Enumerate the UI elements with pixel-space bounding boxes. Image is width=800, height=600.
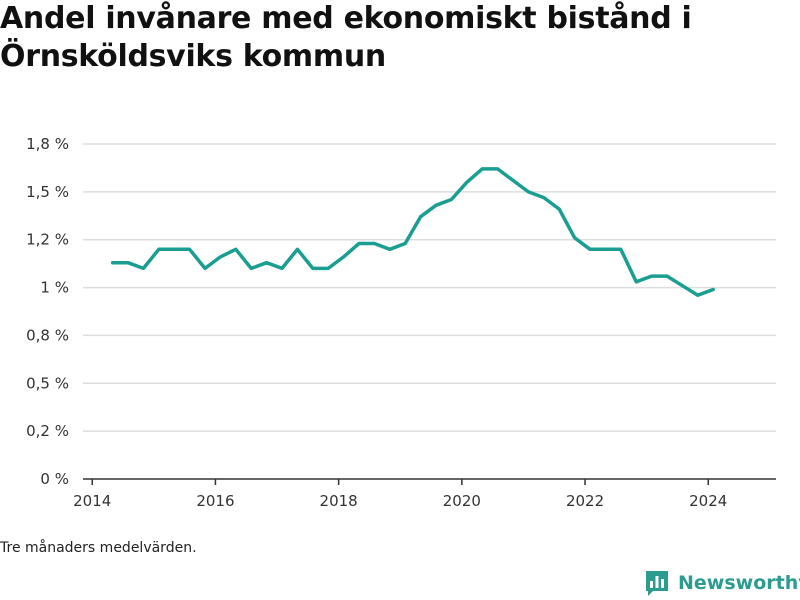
x-axis: 2014 2016 2018 2020 2022 2024 — [73, 478, 776, 510]
y-tick-label: 1,8 % — [26, 135, 69, 153]
bar-chart-logo-icon — [646, 571, 668, 596]
x-tick-label: 2020 — [443, 492, 481, 510]
series-line — [110, 167, 715, 297]
grid-lines — [83, 143, 776, 432]
y-tick-label: 0,8 % — [26, 326, 69, 344]
y-tick-label: 1,5 % — [26, 183, 69, 201]
y-axis-tick-labels: 0 % 0,2 % 0,5 % 0,8 % 1 % 1,2 % 1,5 % 1,8 % — [26, 135, 69, 488]
chart-note: Tre månaders medelvärden. — [0, 540, 197, 556]
x-tick-label: 2024 — [689, 492, 727, 510]
x-tick-label: 2022 — [566, 492, 604, 510]
x-tick-label: 2018 — [320, 492, 358, 510]
x-tick-label: 2014 — [73, 492, 111, 510]
y-tick-label: 1 % — [40, 279, 69, 297]
y-tick-label: 0 % — [40, 470, 69, 488]
line-chart: 0 % 0,2 % 0,5 % 0,8 % 1 % 1,2 % 1,5 % 1,8 % 201… — [26, 135, 776, 510]
series-layer — [110, 167, 715, 297]
chart-title: Andel invånare med ekonomiskt bistånd i … — [0, 1, 692, 74]
brand-logo: Newsworthy — [644, 568, 800, 598]
brand-name: Newsworthy — [678, 572, 800, 594]
y-tick-label: 1,2 % — [26, 231, 69, 249]
y-tick-label: 0,5 % — [26, 374, 69, 392]
y-tick-label: 0,2 % — [26, 422, 69, 440]
x-tick-label: 2016 — [196, 492, 234, 510]
